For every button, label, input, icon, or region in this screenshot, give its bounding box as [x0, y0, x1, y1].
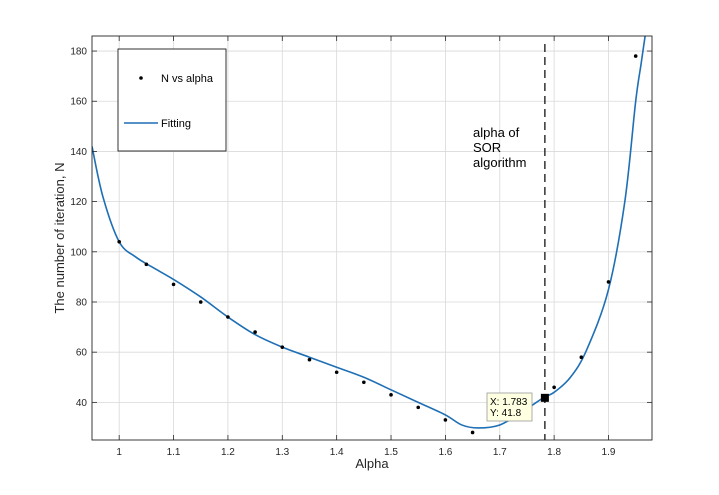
datatip-x: X: 1.783 — [490, 397, 528, 408]
data-point — [552, 385, 556, 390]
x-tick-label: 1.3 — [275, 447, 289, 458]
data-point — [253, 330, 257, 334]
datatip[interactable]: X: 1.783 Y: 41.8 — [486, 392, 549, 422]
y-tick-label: 120 — [70, 197, 87, 208]
marker-series — [117, 54, 638, 435]
datatip-marker[interactable] — [540, 393, 549, 402]
annotation-line-3: algorithm — [473, 155, 526, 170]
data-point — [171, 282, 176, 287]
y-tick-label: 160 — [70, 97, 87, 108]
legend-label-markers: N vs alpha — [161, 73, 214, 85]
y-tick-label: 40 — [76, 398, 88, 409]
data-point — [117, 239, 121, 244]
data-point — [334, 370, 339, 375]
x-axis-title: Alpha — [355, 456, 389, 471]
data-point — [144, 262, 149, 267]
data-point — [280, 345, 285, 349]
legend-box — [117, 48, 227, 152]
fit-series — [92, 36, 646, 429]
x-tick-label: 1 — [116, 447, 122, 458]
datatip-y: Y: 41.8 — [490, 408, 522, 419]
x-tick-label: 1.7 — [493, 447, 507, 458]
data-point — [606, 280, 611, 284]
x-tick-label: 1.4 — [330, 447, 344, 458]
datatip-box — [486, 392, 533, 422]
y-tick-label: 100 — [70, 247, 87, 258]
legend: N vs alpha Fitting — [117, 48, 227, 152]
x-tick-label: 1.8 — [547, 447, 561, 458]
data-point — [443, 418, 448, 422]
data-point — [362, 380, 366, 385]
axes: 1 1.1 1.2 1.3 1.4 1.5 1.6 1.7 1.8 1.9 40 60 80 100 120… — [70, 35, 653, 458]
data-point — [579, 355, 584, 359]
data-point — [307, 357, 312, 362]
grid — [92, 36, 652, 440]
fit-line — [92, 36, 646, 429]
data-point — [416, 405, 421, 410]
y-tick-label: 180 — [70, 47, 87, 58]
legend-label-fitting: Fitting — [161, 118, 191, 130]
y-tick-label: 80 — [76, 297, 88, 308]
annotation-line-1: alpha of — [473, 125, 520, 140]
annotation-line-2: SOR — [473, 140, 501, 155]
plot-frame — [91, 35, 653, 441]
data-point — [198, 300, 203, 304]
data-point — [470, 430, 475, 435]
y-tick-label: 140 — [70, 147, 87, 158]
data-point — [226, 315, 230, 319]
x-tick-label: 1.9 — [602, 447, 616, 458]
x-tick-label: 1.6 — [438, 447, 452, 458]
data-point — [633, 54, 638, 58]
data-point — [389, 393, 393, 397]
x-tick-label: 1.2 — [221, 447, 235, 458]
x-tick-label: 1.1 — [167, 447, 181, 458]
x-tick-label: 1.5 — [384, 447, 398, 458]
y-tick-label: 60 — [76, 348, 88, 359]
legend-marker-symbol — [139, 76, 143, 80]
y-axis-title: The number of iteration, N — [52, 162, 67, 313]
